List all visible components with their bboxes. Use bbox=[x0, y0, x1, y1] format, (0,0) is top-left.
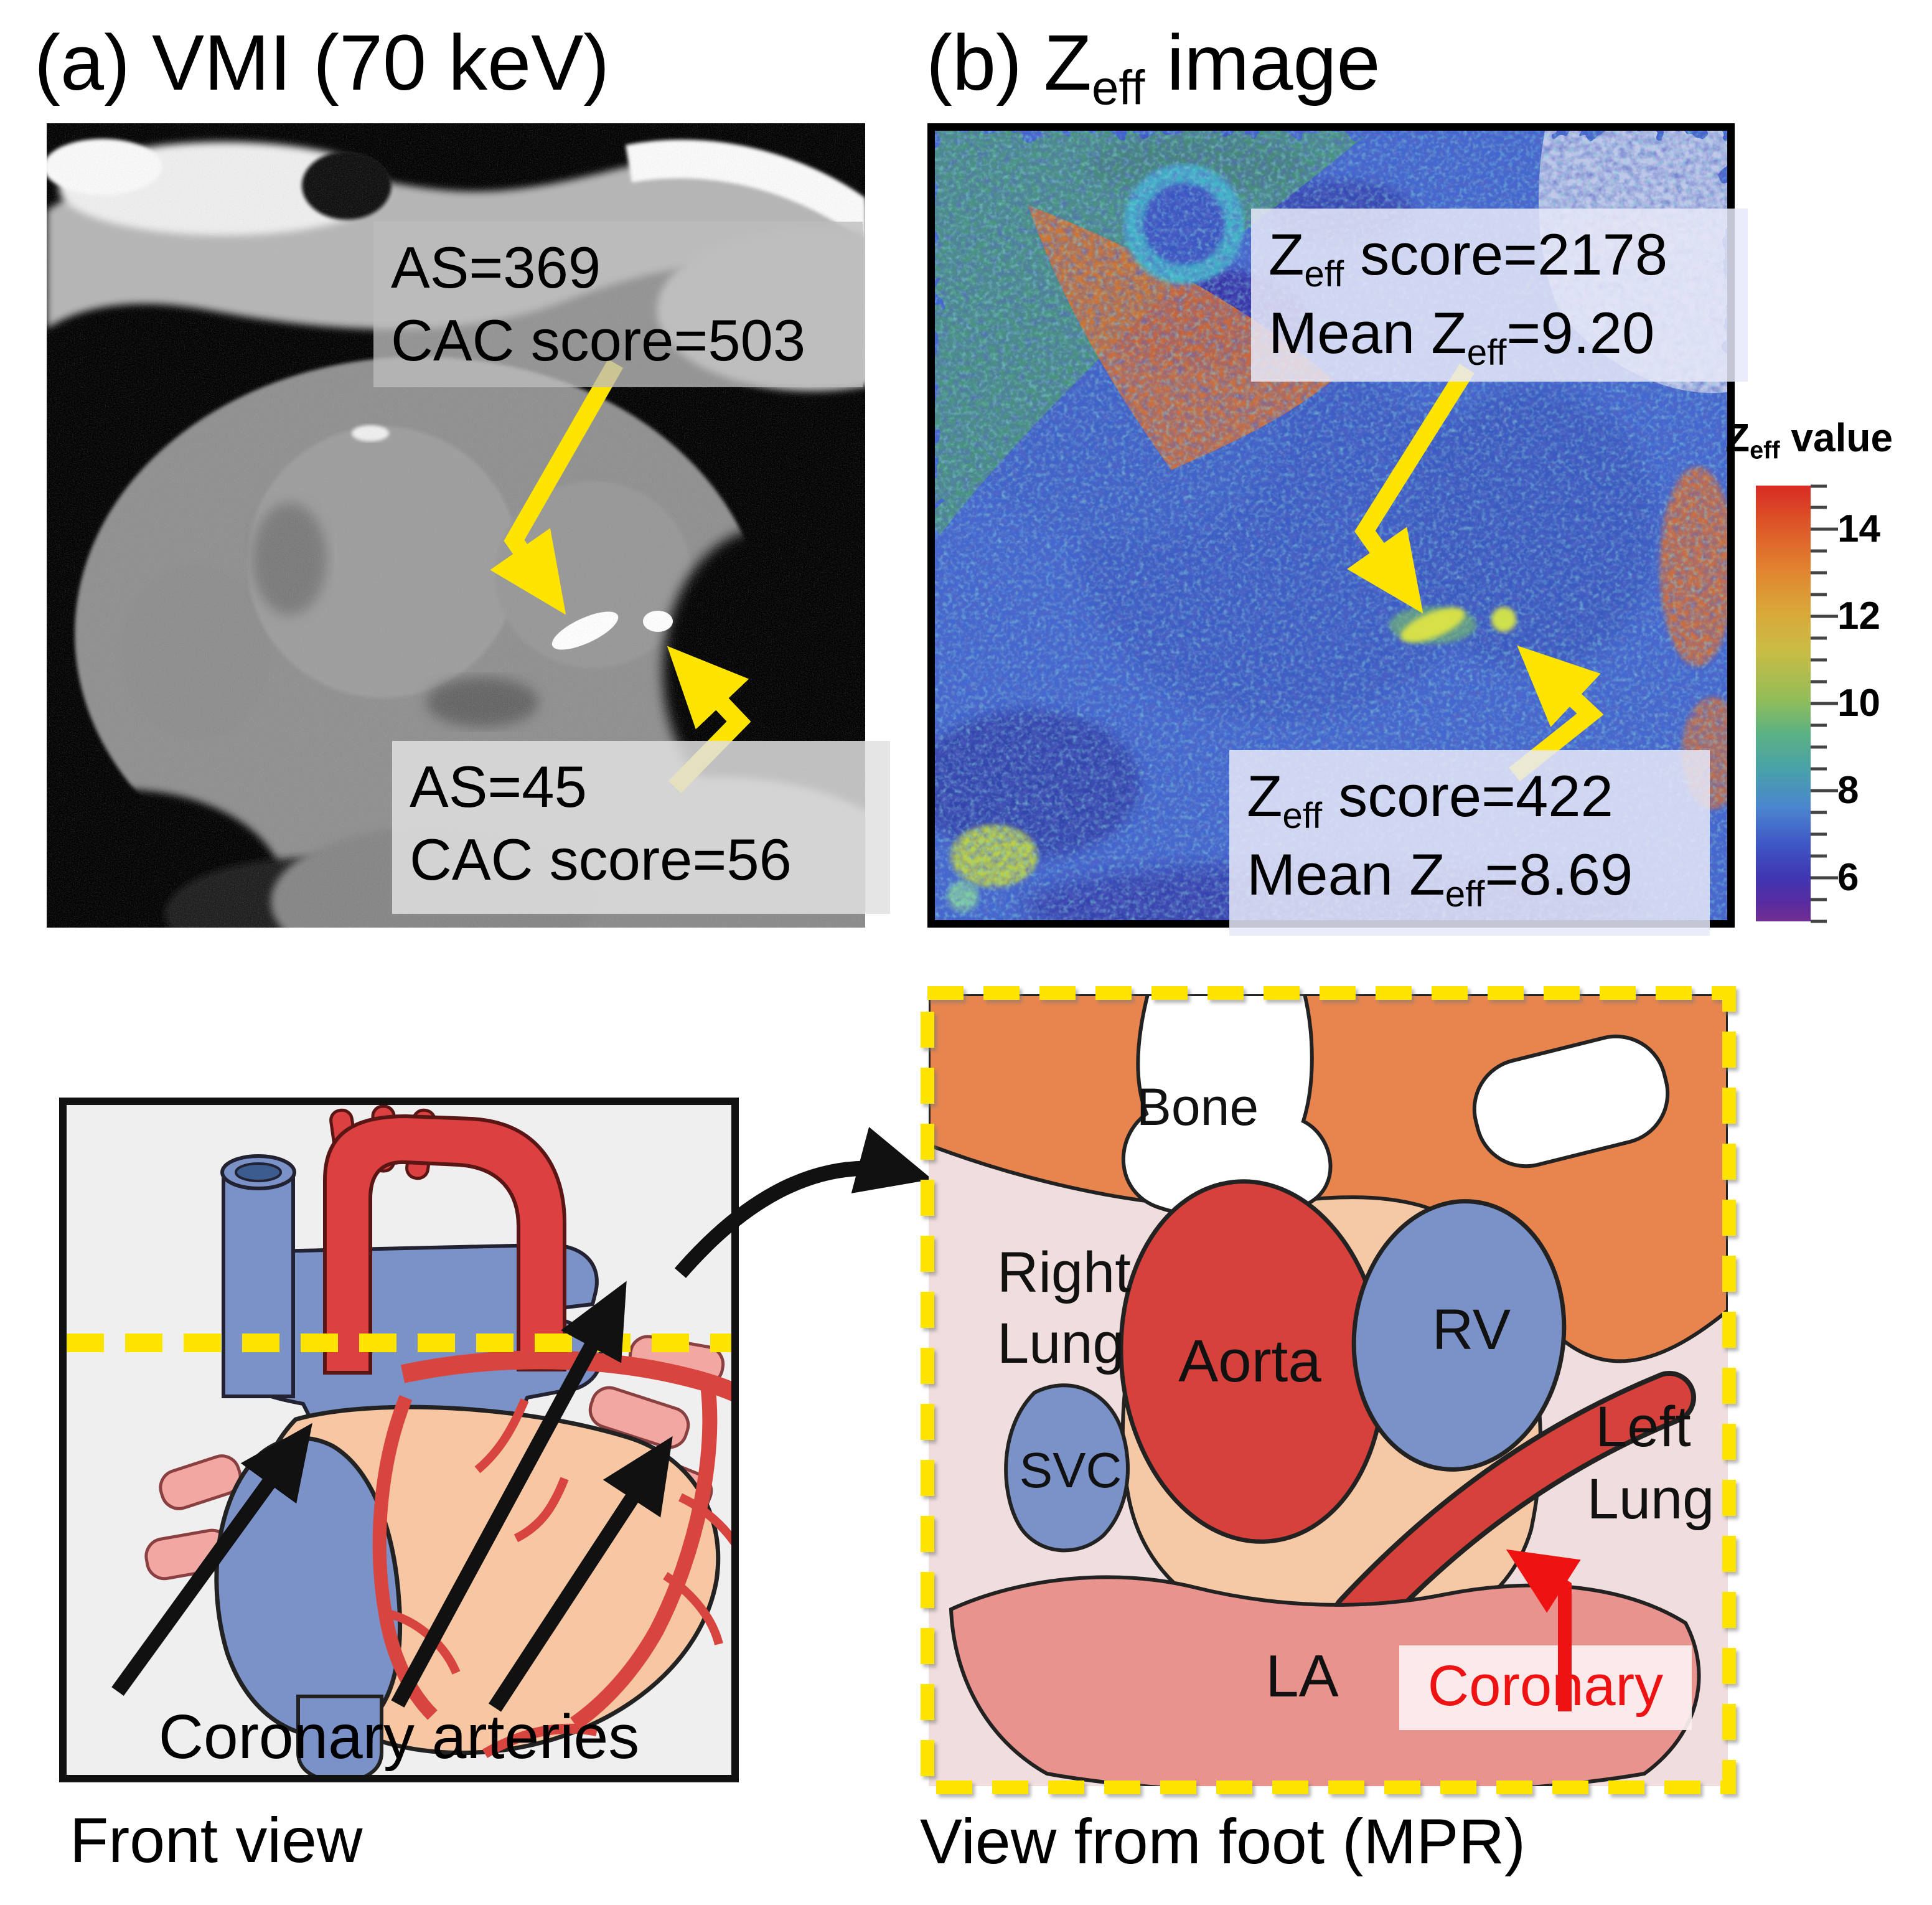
zeff-spot-large bbox=[1400, 608, 1465, 642]
right-lung-label-line2: Lung bbox=[997, 1312, 1125, 1375]
right-lung-label-line1: Right bbox=[997, 1241, 1131, 1304]
front-view-heart-panel: Coronary arteries bbox=[59, 1098, 773, 1784]
colorbar-tick-12: 12 bbox=[1837, 595, 1880, 637]
as-score-line: AS=369 bbox=[391, 235, 601, 300]
coronary-pointer-arrows bbox=[111, 1281, 673, 1712]
arrow-to-large-calcification bbox=[490, 359, 624, 615]
aorta-label: Aorta bbox=[1178, 1328, 1321, 1395]
zeff-colorbar-gradient bbox=[1756, 486, 1811, 921]
svc-label: SVC bbox=[1020, 1442, 1122, 1498]
left-atrium bbox=[949, 1575, 1701, 1786]
coronary-label-box bbox=[1399, 1645, 1692, 1730]
mpr-caption: View from foot (MPR) bbox=[920, 1806, 1526, 1877]
left-lung-label-line1: Left bbox=[1595, 1395, 1690, 1459]
la-label: LA bbox=[1265, 1643, 1338, 1710]
colorbar-title-z: Z bbox=[1725, 415, 1750, 460]
coronary-pointer-arrow bbox=[1506, 1549, 1581, 1711]
arrow-to-left-main bbox=[391, 1281, 627, 1708]
colorbar-tick-6: 6 bbox=[1837, 856, 1859, 899]
cac-score-line: CAC score=503 bbox=[391, 307, 806, 373]
zeff-calcification-spots bbox=[1389, 606, 1516, 644]
colorbar-title-value: value bbox=[1780, 415, 1893, 460]
mpr-schematic-panel: Bone Right Lung Left Lung Aorta RV SVC L… bbox=[920, 985, 1737, 1795]
colorbar-tick-14: 14 bbox=[1837, 507, 1880, 550]
heart-front-illustration bbox=[67, 1104, 773, 1784]
colorbar-ticks bbox=[1811, 484, 1838, 923]
rv-label: RV bbox=[1432, 1298, 1511, 1362]
rib-bone bbox=[1472, 1034, 1670, 1169]
svc-vessel bbox=[1004, 1383, 1130, 1553]
mpr-cross-section: Bone Right Lung Left Lung Aorta RV SVC L… bbox=[929, 994, 1728, 1786]
zeff-score-line: Zeff score=2178 bbox=[1268, 222, 1668, 294]
coronary-arteries-label: Coronary arteries bbox=[158, 1702, 640, 1772]
annotation-zeff-2178: Zeff score=2178 Mean Zeff=9.20 bbox=[1251, 209, 1748, 382]
coronary-callout: Coronary bbox=[1399, 1549, 1692, 1730]
colorbar-title: Zeff value bbox=[1725, 415, 1893, 465]
left-anterior-descending-artery bbox=[570, 1384, 718, 1730]
arrow-to-lad bbox=[488, 1436, 673, 1712]
cac-score-line: CAC score=56 bbox=[410, 826, 792, 892]
front-view-caption: Front view bbox=[70, 1805, 363, 1876]
panel-b-title: (b) Zeff image bbox=[926, 17, 1381, 116]
zeff-spot-small bbox=[1491, 607, 1516, 632]
yellow-dashed-frame bbox=[921, 986, 1736, 1794]
mean-zeff-line: Mean Zeff=9.20 bbox=[1268, 300, 1655, 373]
bone-label: Bone bbox=[1137, 1078, 1259, 1136]
curved-connector-arrow bbox=[674, 1127, 932, 1278]
bones bbox=[1121, 994, 1670, 1221]
annotation-as45: AS=45 CAC score=56 bbox=[392, 741, 890, 914]
arrow-to-zeff-spot-large bbox=[1347, 364, 1475, 614]
superior-vena-cava bbox=[220, 1154, 296, 1398]
colorbar-title-sub: eff bbox=[1750, 436, 1780, 464]
left-lung-label-line2: Lung bbox=[1587, 1467, 1715, 1531]
mean-zeff-line: Mean Zeff=8.69 bbox=[1247, 842, 1633, 915]
aorta bbox=[323, 1104, 566, 1375]
panel-b-title-sub: eff bbox=[1091, 60, 1145, 115]
coronary-label: Coronary bbox=[1428, 1654, 1663, 1718]
colorbar-tick-8: 8 bbox=[1837, 769, 1859, 812]
annotation-as369: AS=369 CAC score=503 bbox=[373, 222, 863, 387]
right-ventricle bbox=[1351, 1199, 1567, 1472]
panel-b-title-post: image bbox=[1145, 19, 1381, 106]
arrow-to-rca bbox=[111, 1423, 312, 1696]
zeff-score-line: Zeff score=422 bbox=[1247, 763, 1613, 836]
colorbar-tick-10: 10 bbox=[1837, 682, 1880, 725]
annotation-zeff-422: Zeff score=422 Mean Zeff=8.69 bbox=[1229, 750, 1710, 936]
anatomy-labels: Bone Right Lung Left Lung Aorta RV SVC L… bbox=[997, 1078, 1714, 1710]
coronary-band bbox=[1331, 1371, 1696, 1644]
panel-a-title: (a) VMI (70 keV) bbox=[34, 19, 610, 106]
panel-b-title-pre: (b) Z bbox=[926, 19, 1092, 106]
as-score-line: AS=45 bbox=[410, 754, 587, 819]
